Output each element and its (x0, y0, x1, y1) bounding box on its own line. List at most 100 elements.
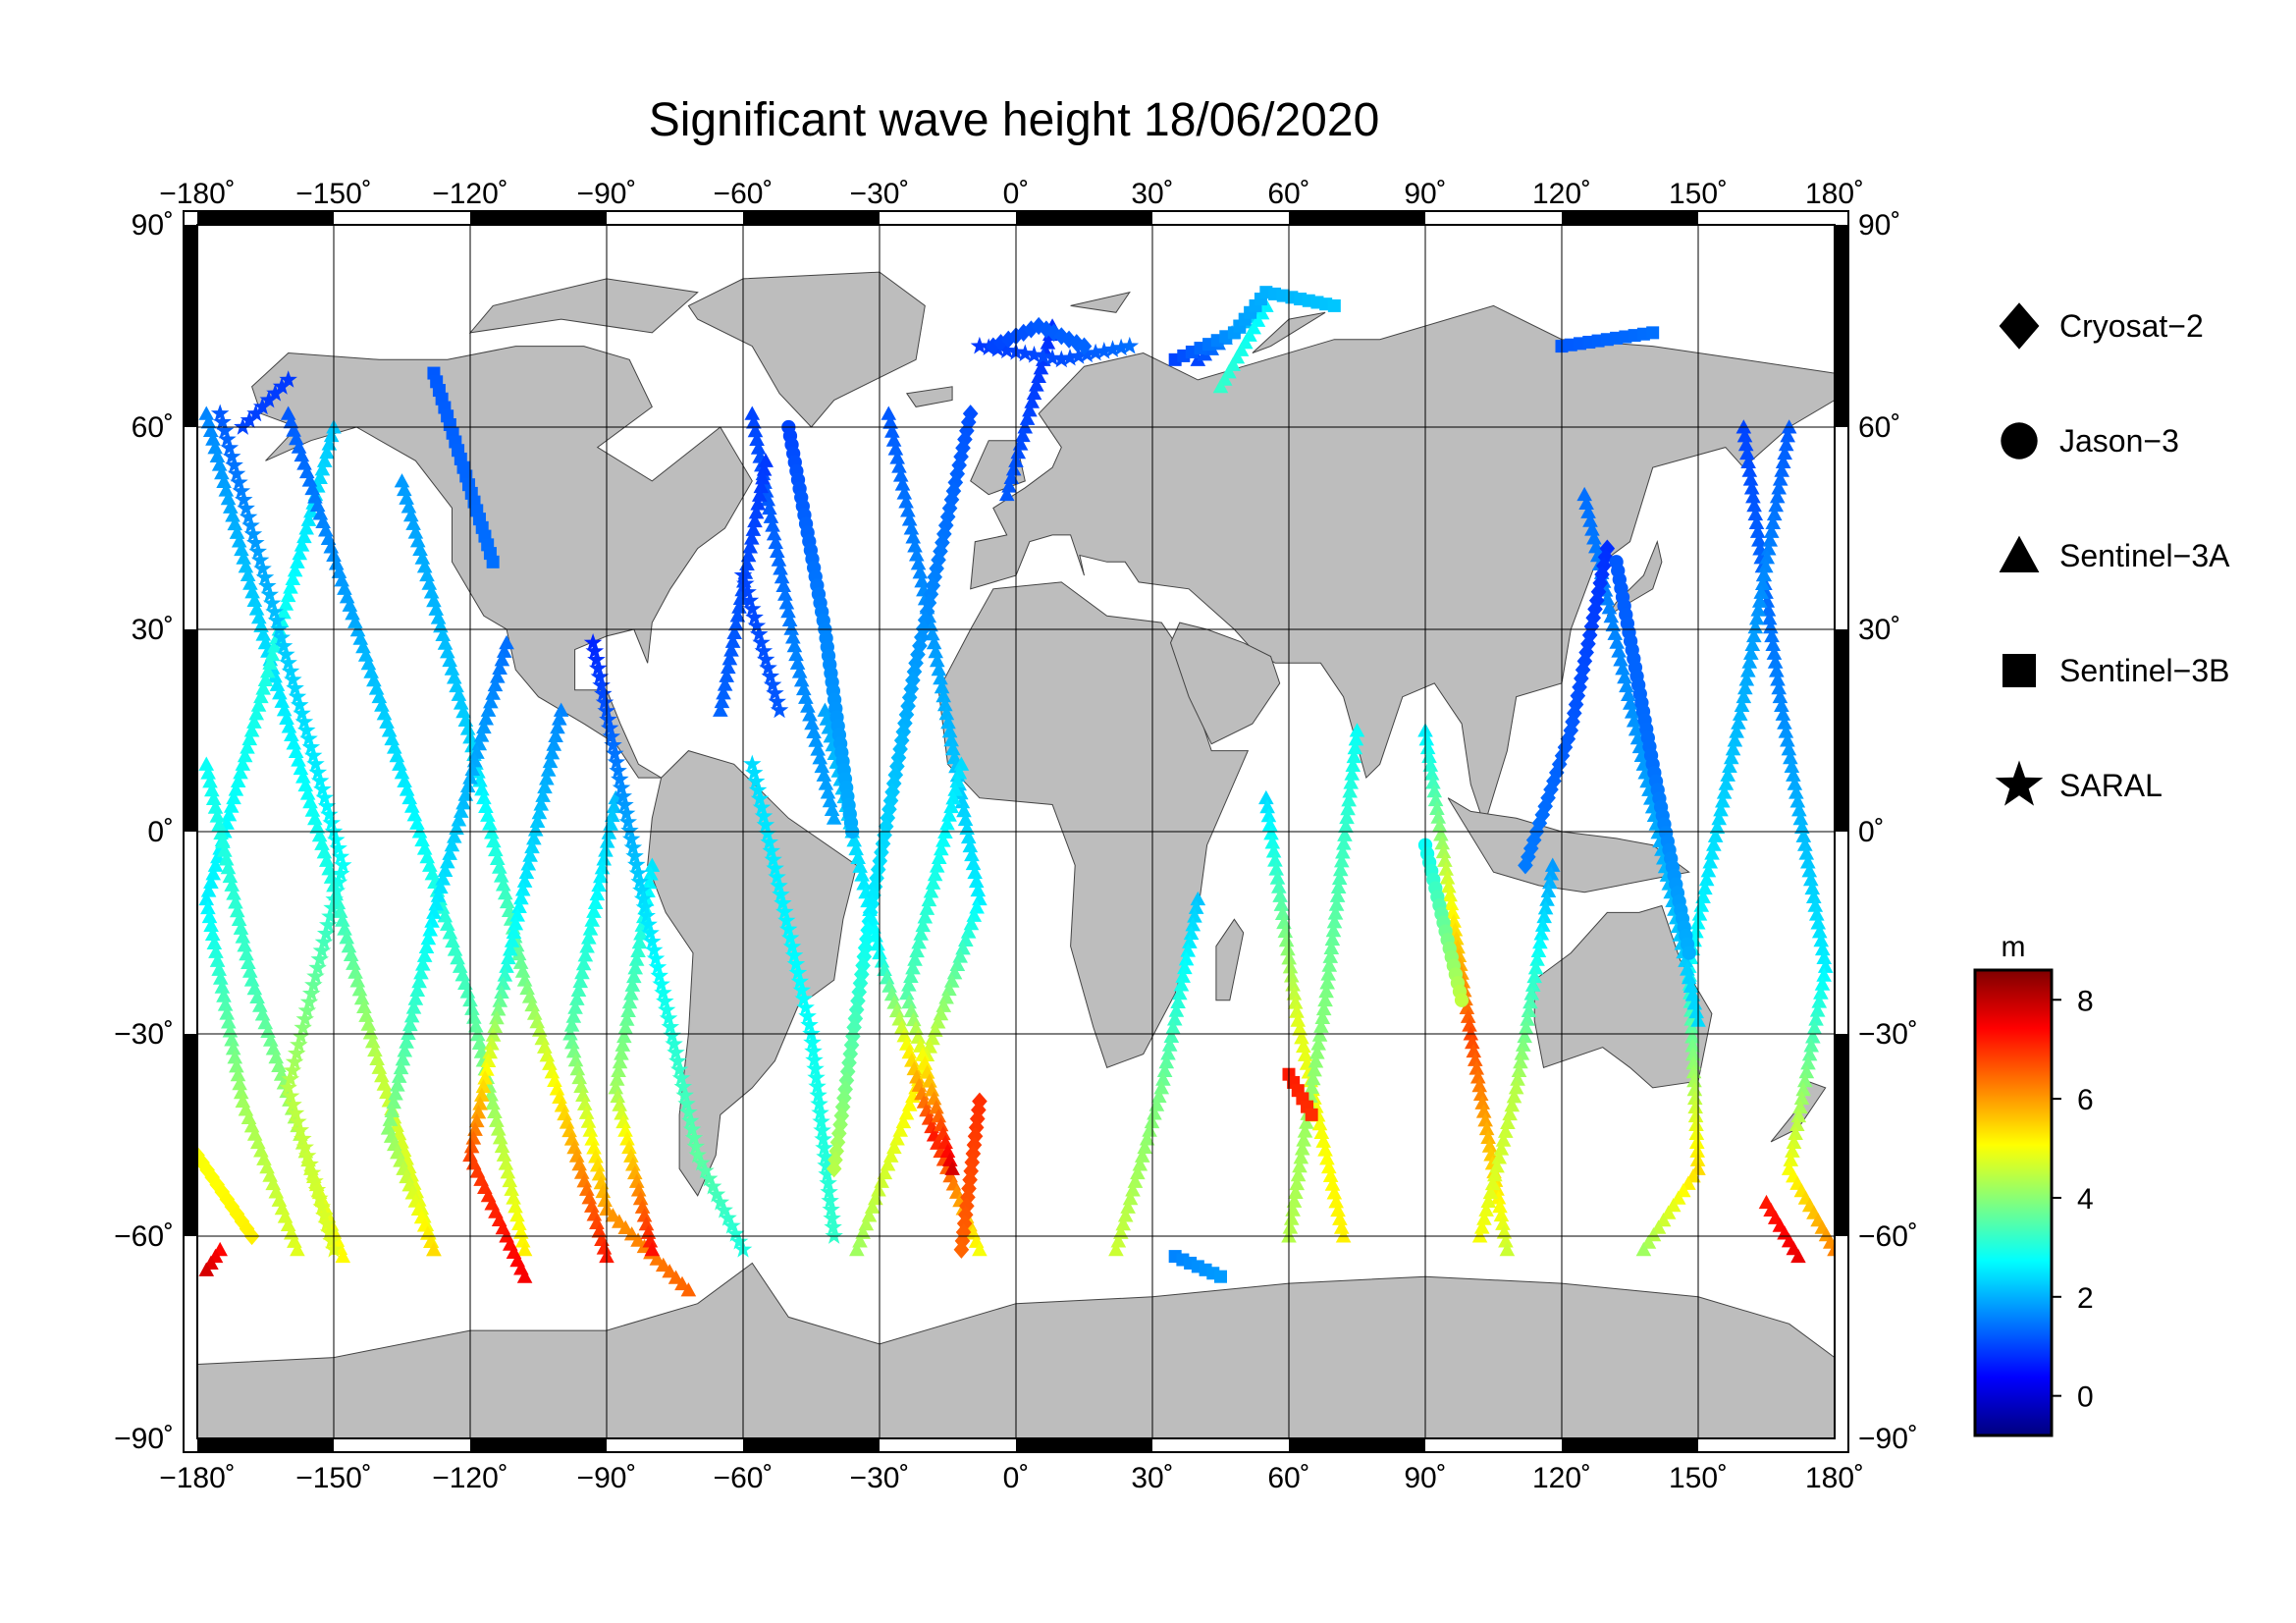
track-point (771, 552, 787, 567)
track-point (762, 500, 777, 515)
track-point (511, 1216, 527, 1230)
track-point (1804, 880, 1821, 895)
track-point (939, 816, 955, 831)
track-point (1487, 1166, 1503, 1182)
track-point (590, 667, 610, 685)
colorbar-tick-label: 0 (2077, 1381, 2094, 1414)
track-point (796, 998, 815, 1016)
track-point (784, 946, 804, 964)
track-point (594, 684, 613, 702)
track-point (1745, 489, 1761, 504)
track-point (905, 529, 922, 544)
track-point (740, 591, 760, 609)
track-point (1769, 489, 1786, 504)
track-point (229, 524, 245, 539)
track-point (612, 778, 631, 796)
track-point (1492, 1198, 1508, 1214)
track-point (648, 957, 667, 976)
track-point (888, 1002, 905, 1018)
track-point (310, 1188, 329, 1207)
track-point (334, 855, 352, 874)
track-point (1307, 1062, 1322, 1077)
track-point (1508, 1080, 1524, 1095)
track-point (1789, 793, 1806, 808)
track-point (626, 1164, 643, 1180)
track-point (1315, 1001, 1332, 1016)
track-point (390, 1077, 405, 1092)
track-point (514, 963, 531, 978)
track-point (253, 688, 269, 704)
track-diamond-32 (826, 405, 979, 1178)
track-point (852, 858, 868, 873)
legend-label: Jason−3 (2059, 423, 2179, 459)
track-triangle-13 (899, 756, 970, 1175)
track-point (241, 515, 260, 534)
track-point (531, 1022, 548, 1037)
track-point (280, 587, 296, 603)
track-point (1168, 1002, 1185, 1017)
track-point (1320, 1159, 1337, 1174)
track-point (612, 1097, 627, 1111)
track-point (1015, 427, 1031, 443)
track-point (1182, 934, 1198, 948)
track-point (211, 817, 228, 832)
land-greenland (687, 271, 926, 428)
colorbar-scale (1973, 968, 2054, 1437)
track-point (1807, 897, 1824, 912)
track-point (1042, 349, 1062, 366)
track-point (772, 885, 790, 903)
track-point (218, 429, 237, 448)
track-point (1476, 1211, 1492, 1225)
track-point (688, 1145, 707, 1163)
track-point (1348, 731, 1364, 746)
track-point (957, 1206, 974, 1224)
track-point (493, 868, 509, 883)
track-point (1684, 1029, 1700, 1044)
lon-label-top: 120˚ (1532, 178, 1591, 210)
frame-tick (184, 629, 197, 832)
track-point (854, 867, 870, 882)
track-point (713, 702, 728, 717)
track-point (449, 677, 464, 693)
track-point (224, 877, 240, 892)
track-point (1268, 861, 1285, 876)
track-point (933, 670, 948, 685)
track-point (814, 758, 830, 774)
graticule (197, 225, 1835, 1438)
track-point (283, 579, 298, 594)
track-point (625, 846, 644, 865)
track-point (1422, 757, 1439, 772)
track-point (1147, 1106, 1162, 1120)
track-point (214, 464, 230, 480)
track-point (906, 1060, 923, 1076)
track-point (947, 473, 964, 492)
track-point (302, 793, 318, 809)
track-point (509, 907, 525, 922)
track-point (1574, 669, 1589, 688)
track-point (623, 1148, 639, 1163)
track-point (935, 687, 951, 703)
track-triangle-24 (198, 1241, 228, 1276)
track-point (537, 1039, 553, 1054)
track-point (964, 846, 980, 862)
track-point (1687, 1108, 1704, 1123)
track-point (498, 1156, 514, 1170)
track-point (768, 692, 786, 710)
track-point (1582, 513, 1598, 527)
track-point (1319, 1151, 1335, 1165)
track-point (312, 1197, 332, 1216)
track-point (1493, 1141, 1510, 1156)
track-point (1720, 767, 1735, 782)
track-point (253, 559, 272, 577)
track-point (1258, 789, 1274, 805)
track-point (356, 999, 372, 1014)
track-point (1426, 784, 1443, 798)
track-point (480, 1053, 497, 1067)
track-point (808, 1077, 827, 1095)
track-point (557, 1106, 572, 1121)
track-point (399, 1034, 414, 1049)
track-point (743, 530, 760, 545)
track-point (1183, 925, 1200, 941)
track-point (641, 874, 658, 890)
track-point (1153, 1080, 1170, 1095)
